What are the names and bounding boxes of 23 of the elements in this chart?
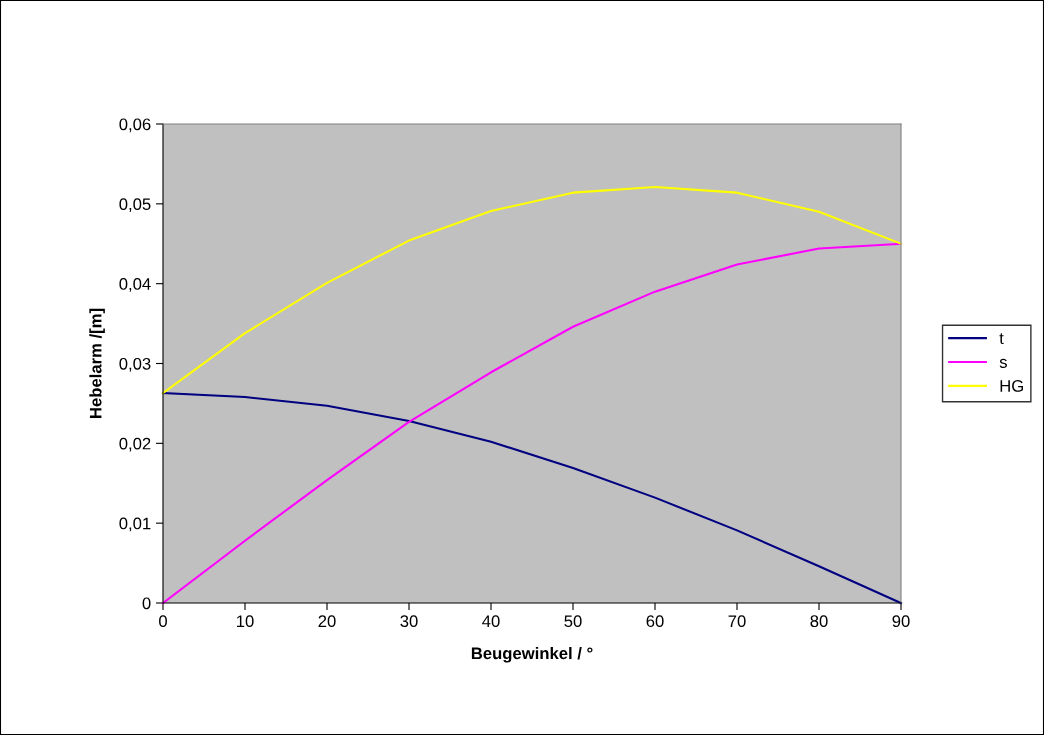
y-tick-label: 0,03 — [119, 357, 151, 372]
legend-label: t — [999, 333, 1004, 345]
x-tick-label: 30 — [400, 615, 418, 628]
x-tick-label: 20 — [318, 615, 336, 628]
y-tick-label: 0,01 — [119, 517, 151, 532]
x-axis-title: Beugewinkel / ° — [471, 647, 593, 663]
x-tick-label: 80 — [810, 615, 828, 628]
line-series — [161, 186, 903, 395]
y-tick-label: 0,04 — [119, 278, 151, 292]
y-tick-label: 0,06 — [119, 118, 151, 133]
x-tick-label: 50 — [564, 615, 582, 628]
y-tick-label: 0,05 — [119, 198, 151, 213]
legend-label: HG — [1000, 380, 1023, 392]
y-tick-label: 0,02 — [119, 437, 151, 452]
x-tick-label: 60 — [646, 615, 664, 628]
x-tick-label: 10 — [237, 615, 254, 628]
y-axis-title: Hebelarm /[m] — [89, 308, 105, 418]
x-tick-label: 0 — [159, 615, 167, 628]
x-tick-label: 90 — [892, 615, 910, 628]
x-tick-label: 40 — [482, 615, 500, 628]
y-tick-label: 0 — [142, 597, 151, 610]
x-tick-label: 70 — [728, 615, 746, 628]
legend-label: s — [999, 358, 1007, 368]
